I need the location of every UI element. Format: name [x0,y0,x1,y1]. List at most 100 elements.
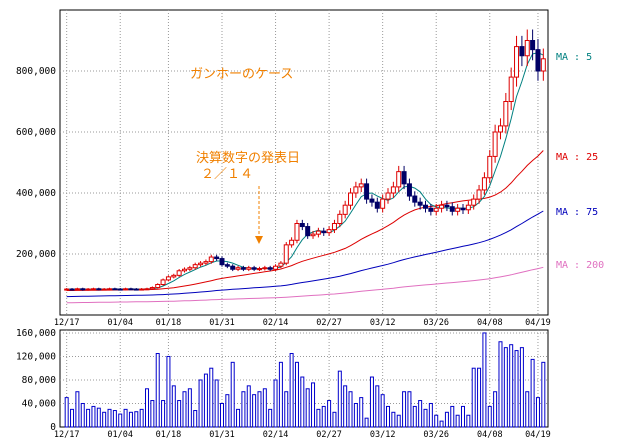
volume-bar [444,411,449,428]
x-tick-label: 02/14 [263,430,289,440]
candle-body [508,76,514,102]
chart-title: ガンホーのケース [190,67,293,82]
ma25-line [66,150,544,291]
volume-bar [535,397,540,428]
candle-body [96,288,102,291]
candle-body [165,276,171,281]
candle-body [439,204,445,209]
volume-bar [166,355,171,428]
volume-bar [477,367,482,428]
volume-bar [418,400,423,428]
candle-body [331,223,337,231]
volume-bar [353,402,358,428]
volume-bar [487,405,492,428]
candle-body [530,40,536,51]
candle-body [337,213,343,225]
volume-bar [203,373,208,428]
candle-body [230,265,236,270]
volume-bar [493,391,498,428]
candle-body [406,183,412,197]
volume-tick-label: 120,000 [16,351,56,362]
annotation-line-2: ２／１４ [201,167,253,182]
candle-body [342,204,348,215]
candle-body [133,288,139,291]
volume-bar [407,391,412,428]
volume-bar [369,376,374,428]
candle-body [90,288,96,291]
volume-bar [96,407,101,428]
volume-bar [412,405,417,428]
volume-bar [321,405,326,428]
volume-bar [525,391,530,428]
volume-bar [450,405,455,428]
volume-bar [262,388,267,428]
candle-body [428,207,434,212]
candle-body [524,40,530,57]
volume-bar [439,420,444,428]
x-tick-label: 04/08 [477,430,503,440]
candle-body [497,125,503,133]
candle-body [433,207,439,212]
candle-body [412,195,418,203]
volume-bar [503,347,508,428]
candle-body [401,171,407,185]
volume-bar [332,411,337,428]
candle-body [321,230,327,234]
candle-body [203,261,209,264]
candle-body [465,204,471,211]
candle-body [369,198,375,203]
candle-body [310,233,316,237]
volume-bar [359,397,364,428]
x-tick-label: 01/31 [209,430,235,440]
volume-bar [219,402,224,428]
volume-bar [193,410,198,428]
volume-bar [75,391,80,428]
volume-bar [273,379,278,428]
volume-bar [337,370,342,428]
volume-bar [466,414,471,428]
volume-bar [236,408,241,428]
candle-body [251,267,257,270]
volume-bar [134,411,139,428]
candle-body [117,288,123,291]
candle-body [294,223,300,241]
volume-bar [391,411,396,428]
candle-body [519,46,525,57]
candle-body [149,287,155,290]
price-panel [59,9,549,316]
candle-body [123,288,129,291]
volume-bar [402,391,407,428]
x-tick-label: 03/12 [370,430,396,440]
volume-bar [139,408,144,428]
volume-bar [514,350,519,428]
candle-body [187,267,193,270]
candle-body [353,186,359,194]
x-tick-label: 04/19 [525,318,551,328]
candle-body [283,244,289,264]
ma-label: MA : 75 [556,207,598,218]
candle-body [107,288,113,291]
volume-bar [316,408,321,428]
ma-label: MA : 200 [556,260,604,271]
candle-body [278,262,284,267]
volume-bar [123,408,128,428]
candle-body [326,229,332,234]
candle-body [267,267,273,270]
candle-body [214,256,220,260]
volume-bar [311,382,316,428]
volume-bar [91,405,96,428]
candle-body [460,207,466,211]
candle-body [139,288,145,291]
volume-bar [519,347,524,428]
candle-body [476,189,482,200]
annotation-arrowhead [255,236,263,244]
candle-body [198,262,204,266]
volume-bar [482,332,487,428]
candle-body [487,155,493,179]
candle-body [155,284,161,289]
volume-panel [59,329,549,428]
volume-bar [86,408,91,428]
volume-bar [214,379,219,428]
volume-bar [177,400,182,428]
volume-bar [348,391,353,428]
